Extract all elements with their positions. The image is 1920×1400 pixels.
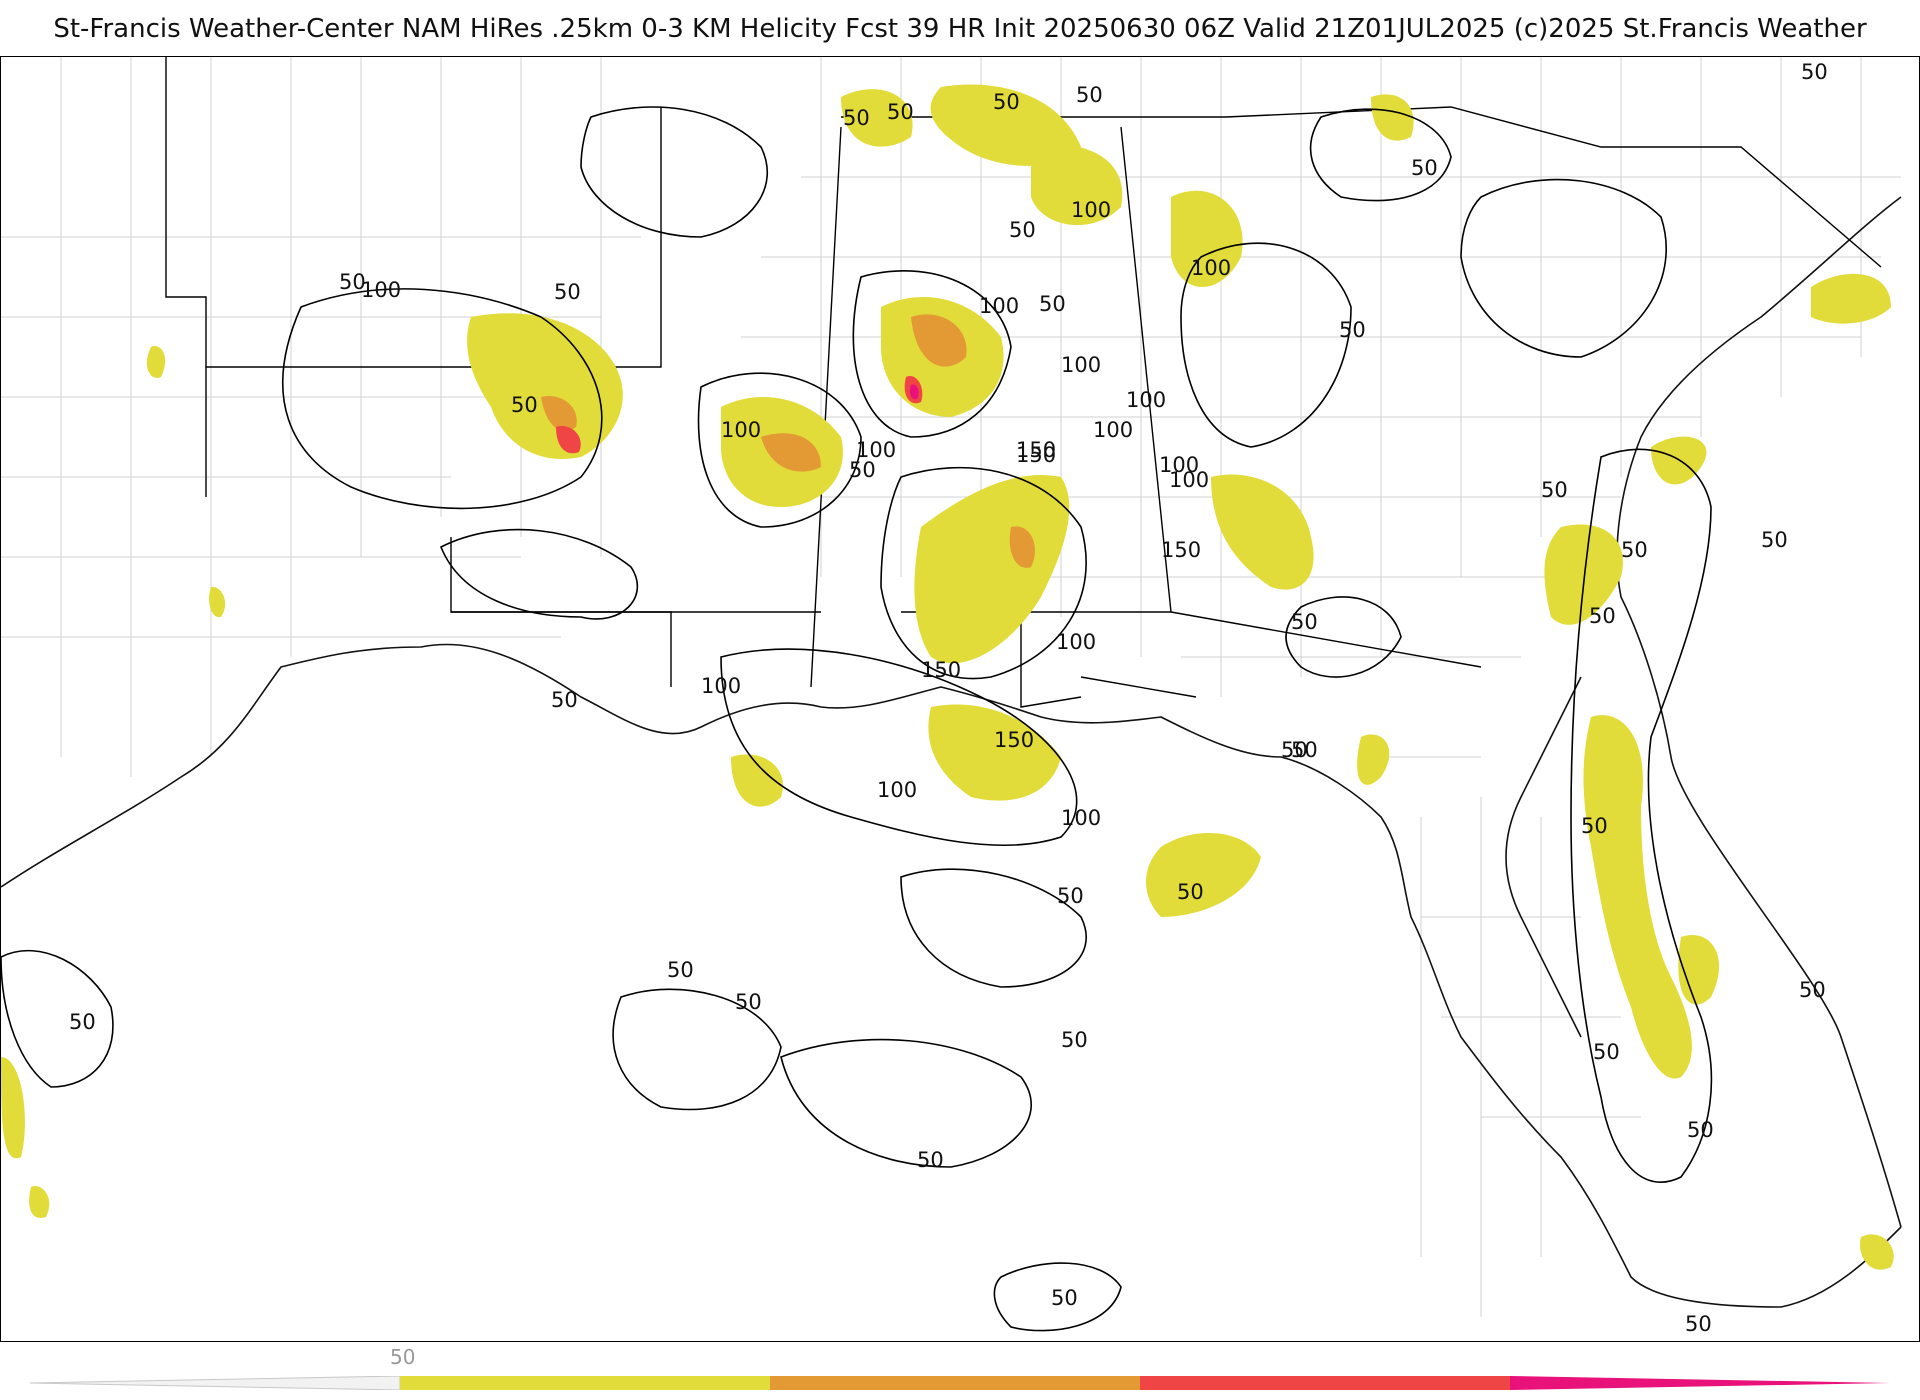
contour-label: 50 [1801,60,1828,84]
contour-label: 150 [994,728,1034,752]
contour-label: 100 [1093,418,1133,442]
contour-label: 50 [887,100,914,124]
contour-label: 100 [856,438,896,462]
contour-label: 50 [1057,884,1084,908]
contour-label: 50 [1177,880,1204,904]
contour-label: 100 [1056,630,1096,654]
contour-label: 50 [993,90,1020,114]
contour-label: 50 [551,688,578,712]
contour-label: 50 [667,958,694,982]
contour-label: 100 [1159,453,1199,477]
contour-label: 100 [1061,353,1101,377]
contour-label: 50 [1621,538,1648,562]
contour-label: 50 [339,270,366,294]
contour-label: 50 [1761,528,1788,552]
contour-label: 100 [721,418,761,442]
helicity-fill-100 [541,314,1035,568]
colorbar-segment-150 [1140,1376,1510,1390]
contour-labels: 50 50 50 50 50 100 50 100 100 50 100 50 … [69,60,1828,1336]
county-lines [1,57,1901,1317]
colorbar-segment-50 [400,1376,770,1390]
helicity-contours [1,106,1713,1332]
contour-label: 50 [1076,83,1103,107]
contour-label: 50 [1281,738,1308,762]
contour-label: 50 [1687,1118,1714,1142]
contour-label: 50 [1039,292,1066,316]
contour-label: 150 [1016,438,1056,462]
contour-label: 100 [1126,388,1166,412]
contour-label: 50 [69,1010,96,1034]
contour-label: 150 [1016,443,1056,467]
contour-label: 50 [1541,478,1568,502]
contour-label: 50 [1051,1286,1078,1310]
chart-title: St-Francis Weather-Center NAM HiRes .25k… [53,14,1867,44]
colorbar [30,1376,1890,1390]
contour-label: 50 [1589,604,1616,628]
contour-label: 50 [1799,978,1826,1002]
contour-label: 50 [1291,738,1318,762]
contour-label: 50 [1061,1028,1088,1052]
contour-label: 100 [979,294,1019,318]
map-panel: 50 50 50 50 50 100 50 100 100 50 100 50 … [0,56,1920,1342]
contour-label: 50 [1411,156,1438,180]
colorbar-segment-200 [1510,1376,1890,1390]
contour-label: 50 [843,106,870,130]
contour-label: 100 [701,674,741,698]
colorbar-segment-100 [770,1376,1140,1390]
contour-label: 50 [511,393,538,417]
contour-label: 50 [1339,318,1366,342]
helicity-fill-200 [909,384,919,400]
contour-label: 100 [361,278,401,302]
contour-label: 150 [1161,538,1201,562]
contour-label: 50 [554,280,581,304]
contour-label: 100 [877,778,917,802]
contour-label: 100 [1061,806,1101,830]
coastline [1,196,1902,1308]
contour-label: 50 [1581,814,1608,838]
contour-label: 50 [1593,1040,1620,1064]
contour-label: 50 [917,1148,944,1172]
contour-label: 50 [1291,610,1318,634]
contour-label: 100 [1191,256,1231,280]
contour-label: 100 [1071,198,1111,222]
colorbar-tick-label: 50 [390,1345,416,1369]
contour-label: 50 [1685,1312,1712,1336]
contour-label: 50 [735,990,762,1014]
contour-label: 150 [921,658,961,682]
contour-label: 50 [1009,218,1036,242]
state-borders [165,57,1882,708]
colorbar-low-taper [30,1376,401,1390]
contour-label: 100 [1169,468,1209,492]
contour-label: 50 [849,458,876,482]
